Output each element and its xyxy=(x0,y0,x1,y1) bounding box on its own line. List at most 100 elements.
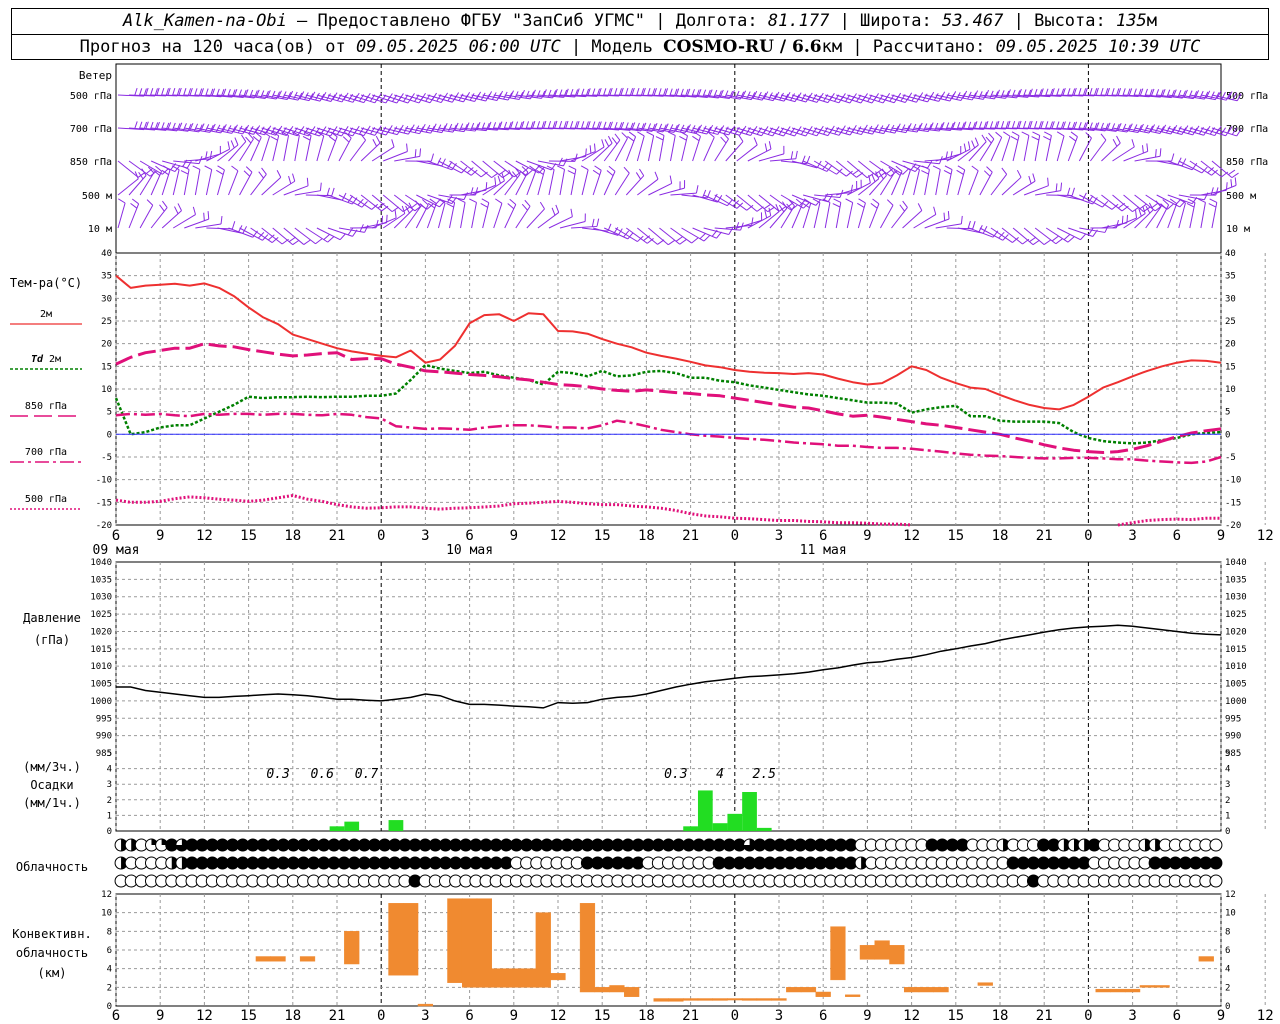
wind-barb-flag xyxy=(497,175,501,184)
wind-barb-flag xyxy=(160,87,165,96)
wind-barb-flag xyxy=(708,124,714,133)
time-tick-label: 9 xyxy=(863,528,871,544)
wind-barb-flag xyxy=(598,121,602,130)
wind-barb-shaft xyxy=(846,202,854,229)
wind-barb-flag xyxy=(675,88,680,97)
wind-barb-flag xyxy=(878,172,886,178)
wind-barb-flag xyxy=(702,189,707,198)
wind-barb-flag xyxy=(421,123,426,132)
wind-barb-flag xyxy=(996,120,1000,129)
wind-barb-flag xyxy=(288,175,292,184)
wind-barb-flag xyxy=(807,92,813,100)
pressure-tick-right: 1015 xyxy=(1225,645,1247,655)
wind-barb-shaft xyxy=(239,138,254,162)
wind-barb-flag xyxy=(629,122,634,131)
wind-barb-flag xyxy=(1043,136,1051,141)
precip-bar xyxy=(344,821,360,831)
wind-barb-flag xyxy=(587,88,591,97)
wind-barb-shaft xyxy=(228,170,239,196)
temp-title: Тем-ра(°C) xyxy=(10,276,82,290)
model-label: | Модель xyxy=(570,37,653,57)
pressure-tick-right: 995 xyxy=(1225,714,1241,724)
wind-barb-flag xyxy=(888,166,895,174)
conv-tick-right: 4 xyxy=(1225,965,1230,975)
wind-barb-shaft xyxy=(1178,160,1203,174)
wind-barb-flag xyxy=(1211,169,1218,176)
wind-barb-flag xyxy=(480,171,488,178)
legend-label: 500 гПа xyxy=(25,494,67,505)
conv-bar xyxy=(1198,956,1214,962)
wind-barb-flag xyxy=(822,198,831,203)
wind-barb-flag xyxy=(432,123,437,132)
conv-tick-left: 10 xyxy=(101,909,112,919)
wind-barb-shaft xyxy=(703,194,728,207)
wind-barbs xyxy=(117,87,1242,246)
wind-barb-flag xyxy=(593,143,596,152)
conv-bar xyxy=(461,898,478,988)
temp-tick-right: -15 xyxy=(1225,498,1241,508)
wind-barb-flag xyxy=(159,204,165,212)
wind-barb-flag xyxy=(781,201,788,209)
wind-barb-flag xyxy=(204,165,212,170)
wind-barb-flag xyxy=(1051,88,1055,97)
time-tick-label: 3 xyxy=(1128,528,1136,544)
wind-barb-shaft xyxy=(305,227,328,243)
wind-barb-flag xyxy=(1162,199,1169,206)
wind-barb-flag xyxy=(315,238,323,245)
conv-title-2: облачность xyxy=(16,946,88,960)
wind-barb-shaft xyxy=(537,212,560,229)
wind-barb-flag xyxy=(376,125,382,133)
wind-barb-flag xyxy=(323,233,331,240)
wind-barb-flag xyxy=(288,125,294,134)
wind-barb-flag xyxy=(271,131,279,137)
wind-barb-flag xyxy=(569,121,574,129)
time-tick-label-bottom: 12 xyxy=(1257,1008,1274,1024)
wind-barb-flag xyxy=(985,136,992,144)
wind-barb-flag xyxy=(207,211,210,220)
wind-barb-flag xyxy=(328,135,336,142)
wind-barb-shaft xyxy=(117,202,126,229)
wind-barb-flag xyxy=(1205,90,1211,99)
wind-barb-flag xyxy=(291,131,300,136)
header-row-forecast: Прогноз на 120 часа(ов) от 09.05.2025 06… xyxy=(12,35,1268,60)
wind-barb-flag xyxy=(885,123,890,132)
wind-barb-flag xyxy=(1154,125,1160,133)
wind-barb-flag xyxy=(679,135,687,141)
wind-barb-flag xyxy=(1112,139,1118,147)
wind-barb-flag xyxy=(1018,120,1022,129)
wind-barb-flag xyxy=(639,168,645,176)
wind-barb-shaft xyxy=(117,160,139,178)
wind-barb-flag xyxy=(640,88,645,97)
wind-barb-flag xyxy=(514,167,521,175)
conv-bar xyxy=(579,903,596,993)
wind-barb-flag xyxy=(693,131,701,137)
wind-barb-flag xyxy=(646,131,654,136)
time-tick-label: 12 xyxy=(550,528,567,544)
wind-barb-flag xyxy=(922,93,928,101)
wind-barb-shaft xyxy=(614,137,628,162)
precip-bar xyxy=(712,823,728,831)
temp-tick-left: 25 xyxy=(101,317,112,327)
wind-barb-shaft xyxy=(880,205,894,229)
wind-barb-flag xyxy=(1012,236,1019,243)
pressure-tick-right: 985 xyxy=(1225,749,1241,759)
wind-barb-flag xyxy=(419,148,422,157)
wind-barb-flag xyxy=(1051,235,1059,242)
wind-barb-flag xyxy=(463,124,468,132)
wind-barb-shaft xyxy=(460,160,482,178)
wind-barb-flag xyxy=(1088,228,1094,236)
wind-barb-shaft xyxy=(206,148,230,162)
wind-barb-flag xyxy=(580,121,585,130)
wind-barb-flag xyxy=(469,93,475,101)
conv-bar xyxy=(800,987,817,993)
series-td xyxy=(114,363,1222,445)
wind-barb-shaft xyxy=(371,146,395,162)
temp-tick-right: 10 xyxy=(1225,385,1236,395)
wind-barb-flag xyxy=(343,92,349,100)
wind-barb-shaft xyxy=(139,160,163,175)
time-tick-label: 15 xyxy=(947,528,964,544)
wind-barb-flag xyxy=(1051,121,1055,130)
temp-tick-left: 35 xyxy=(101,272,112,282)
wind-barb-flag xyxy=(1170,126,1176,135)
wind-barb-shaft xyxy=(139,205,154,229)
